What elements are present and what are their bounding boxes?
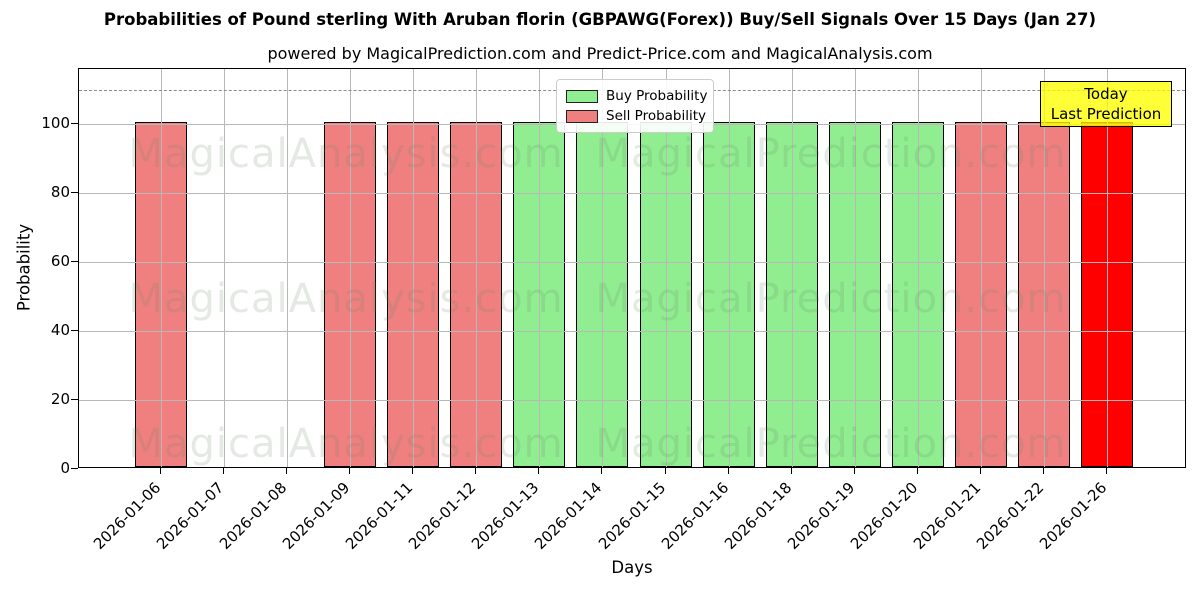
x-tick-2026-01-09 (349, 468, 351, 474)
y-tick-label-20: 20 (50, 390, 70, 409)
sell-swatch-icon (566, 109, 598, 123)
x-tick-2026-01-12 (475, 468, 477, 474)
v-gridline-2026-01-07 (224, 69, 226, 467)
v-gridline-2026-01-19 (854, 69, 856, 467)
h-gridline-60 (79, 262, 1185, 264)
v-gridline-2026-01-16 (728, 69, 730, 467)
v-gridline-2026-01-11 (413, 69, 415, 467)
v-gridline-2026-01-21 (980, 69, 982, 467)
y-tick-label-80: 80 (50, 183, 70, 202)
x-tick-2026-01-15 (664, 468, 666, 474)
x-tick-2026-01-20 (916, 468, 918, 474)
v-gridline-2026-01-06 (161, 69, 162, 467)
plot-area: MagicalAnalysis.com MagicalPrediction.com… (78, 68, 1186, 468)
y-tick-label-100: 100 (41, 114, 70, 133)
today-annotation-line2: Last Prediction (1050, 105, 1162, 123)
legend-label-buy: Buy Probability (606, 88, 708, 104)
watermark-text: MagicalAnalysis.com (128, 421, 564, 467)
x-tick-2026-01-14 (601, 468, 603, 474)
y-tick-60 (71, 261, 78, 263)
today-annotation-line1: Today (1084, 85, 1128, 103)
y-tick-40 (71, 330, 78, 332)
y-tick-20 (71, 399, 78, 401)
x-tick-2026-01-06 (160, 468, 161, 474)
today-annotation: Today Last Prediction (1040, 81, 1172, 127)
watermark-text: MagicalAnalysis.com (128, 276, 564, 322)
v-gridline-2026-01-09 (350, 69, 352, 467)
watermark-text: MagicalAnalysis.com (128, 131, 564, 177)
x-tick-2026-01-07 (223, 468, 225, 474)
buy-swatch-icon (566, 89, 598, 103)
v-gridline-2026-01-14 (602, 69, 604, 467)
h-gridline-80 (79, 193, 1185, 195)
h-gridline-20 (79, 400, 1185, 402)
x-tick-2026-01-18 (790, 468, 792, 474)
y-tick-label-40: 40 (50, 321, 70, 340)
legend-label-sell: Sell Probability (606, 108, 707, 124)
x-tick-2026-01-21 (979, 468, 981, 474)
v-gridline-2026-01-12 (476, 69, 478, 467)
y-tick-0 (71, 468, 78, 469)
y-tick-label-60: 60 (50, 252, 70, 271)
x-tick-2026-01-11 (412, 468, 414, 474)
v-gridline-2026-01-22 (1043, 69, 1045, 467)
legend-entry-sell: Sell Probability (566, 106, 707, 126)
v-gridline-2026-01-18 (791, 69, 793, 467)
v-gridline-2026-01-26 (1107, 69, 1109, 467)
v-gridline-2026-01-20 (917, 69, 919, 467)
watermark-text: MagicalPrediction.com (595, 276, 1067, 322)
y-tick-label-0: 0 (60, 459, 70, 477)
legend-entry-buy: Buy Probability (566, 86, 708, 106)
v-gridline-2026-01-15 (665, 69, 667, 467)
v-gridline-2026-01-13 (539, 69, 541, 467)
x-tick-2026-01-22 (1042, 468, 1044, 474)
x-tick-2026-01-19 (853, 468, 855, 474)
x-axis-label: Days (611, 558, 653, 577)
v-gridline-2026-01-08 (287, 69, 289, 467)
x-tick-2026-01-13 (538, 468, 540, 474)
y-tick-100 (71, 123, 78, 125)
x-tick-2026-01-08 (286, 468, 288, 474)
x-tick-2026-01-16 (727, 468, 729, 474)
watermark-text: MagicalPrediction.com (595, 131, 1067, 177)
h-gridline-40 (79, 331, 1185, 333)
watermark-text: MagicalPrediction.com (595, 421, 1067, 467)
y-tick-80 (71, 192, 78, 194)
chart-subtitle: powered by MagicalPrediction.com and Pre… (267, 44, 933, 63)
x-tick-2026-01-26 (1106, 468, 1108, 474)
legend: Buy Probability Sell Probability (556, 79, 714, 133)
chart-title: Probabilities of Pound sterling With Aru… (103, 10, 1097, 29)
